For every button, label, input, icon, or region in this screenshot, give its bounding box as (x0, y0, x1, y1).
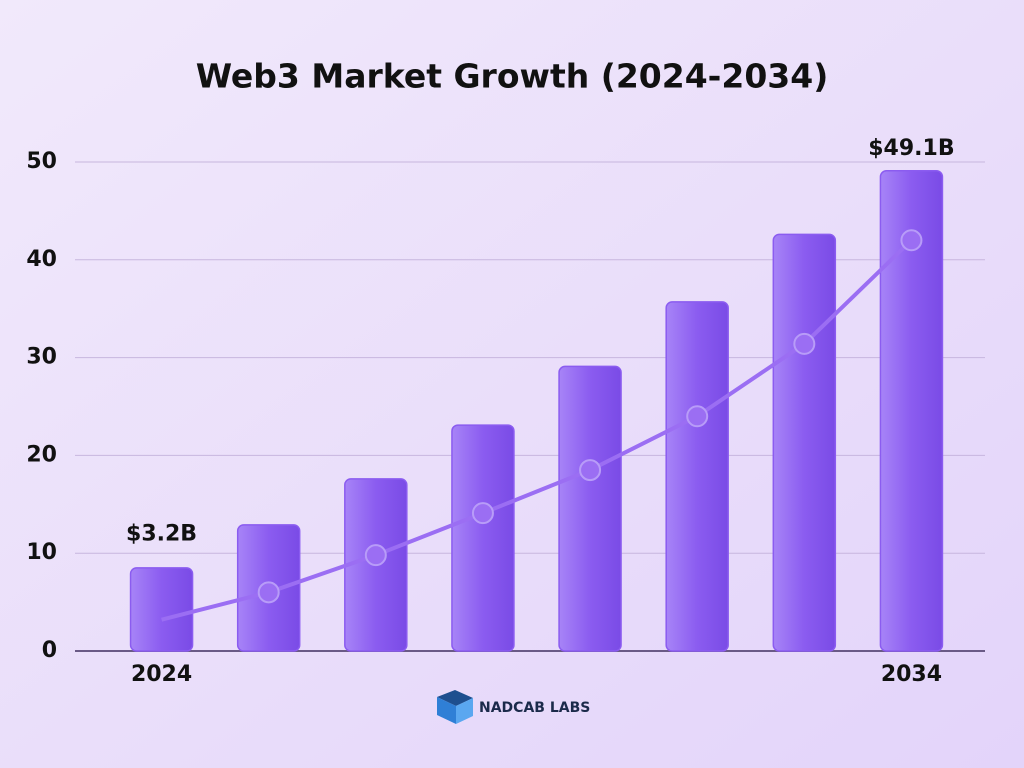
trend-point (793, 332, 816, 355)
y-tick-label: 20 (26, 442, 57, 467)
trend-line (161, 238, 913, 622)
trend-point (579, 459, 602, 482)
trend-point (471, 502, 494, 525)
y-tick-label: 40 (26, 247, 57, 272)
logo (437, 690, 473, 724)
data-label: $3.2B (126, 522, 197, 547)
y-tick-label: 10 (26, 540, 57, 565)
chart-title: Web3 Market Growth (2024-2034) (196, 57, 829, 96)
x-tick-label: 2024 (131, 662, 192, 687)
data-label: $49.1B (868, 136, 954, 161)
bar (451, 424, 515, 652)
bar (129, 567, 194, 652)
trend-point (364, 544, 387, 567)
trend-point (257, 581, 280, 604)
bar (879, 170, 944, 652)
bar (558, 365, 622, 652)
source: NADCAB LABS (479, 700, 590, 716)
x-tick-label: 2034 (881, 662, 942, 687)
trend-point (900, 229, 923, 252)
trend-point (686, 405, 709, 428)
y-tick-label: 50 (26, 149, 57, 174)
y-tick-label: 30 (26, 345, 57, 370)
bar (772, 233, 837, 652)
bar (665, 301, 729, 652)
y-tick-label: 0 (42, 638, 57, 663)
